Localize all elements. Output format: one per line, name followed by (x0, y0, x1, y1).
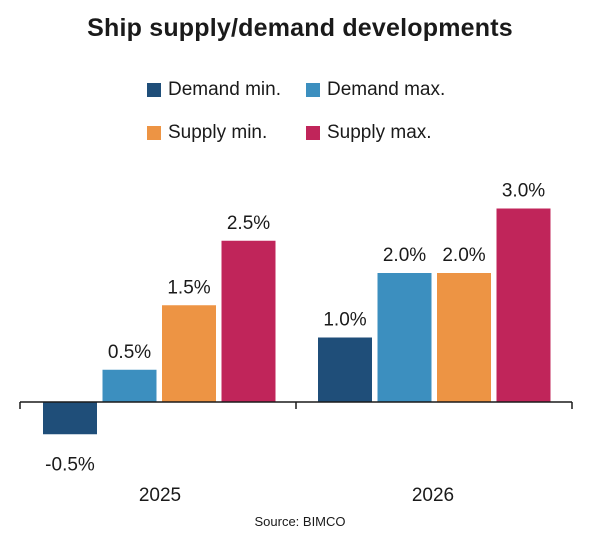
legend-item-demand-min: Demand min. (147, 79, 281, 101)
legend-item-supply-max: Supply max. (306, 122, 432, 144)
bar-supply-max-2025 (221, 240, 276, 402)
legend-swatch-supply-min (147, 126, 161, 140)
bar-demand-min-2026 (318, 337, 372, 402)
x-tick-label-2026: 2026 (412, 485, 454, 506)
x-tick-label-2025: 2025 (139, 485, 181, 506)
legend-swatch-demand-max (306, 83, 320, 97)
legend-swatch-supply-max (306, 126, 320, 140)
legend-item-demand-max: Demand max. (306, 79, 445, 101)
source-note: Source: BIMCO (254, 514, 346, 529)
legend-label-supply-max: Supply max. (327, 122, 432, 143)
bar-supply-min-2026 (437, 273, 491, 402)
data-label-demand-max-2025: 0.5% (108, 342, 151, 363)
legend-label-demand-min: Demand min. (168, 79, 281, 100)
data-label-demand-min-2025: -0.5% (45, 454, 95, 475)
data-label-supply-max-2025: 2.5% (227, 213, 270, 234)
bar-demand-max-2025 (102, 369, 157, 402)
bar-supply-max-2026 (496, 208, 551, 402)
bar-supply-min-2025 (162, 305, 216, 402)
data-label-demand-max-2026: 2.0% (383, 245, 426, 266)
legend-label-supply-min: Supply min. (168, 122, 268, 143)
legend-label-demand-max: Demand max. (327, 79, 446, 100)
data-label-supply-min-2025: 1.5% (167, 277, 210, 298)
data-label-demand-min-2026: 1.0% (323, 310, 366, 331)
data-label-supply-max-2026: 3.0% (502, 181, 545, 202)
data-label-supply-min-2026: 2.0% (442, 245, 485, 266)
bar-demand-min-2025 (43, 402, 97, 435)
chart-title: Ship supply/demand developments (87, 14, 513, 42)
legend-swatch-demand-min (147, 83, 161, 97)
legend-item-supply-min: Supply min. (147, 122, 267, 144)
bar-demand-max-2026 (377, 273, 432, 402)
